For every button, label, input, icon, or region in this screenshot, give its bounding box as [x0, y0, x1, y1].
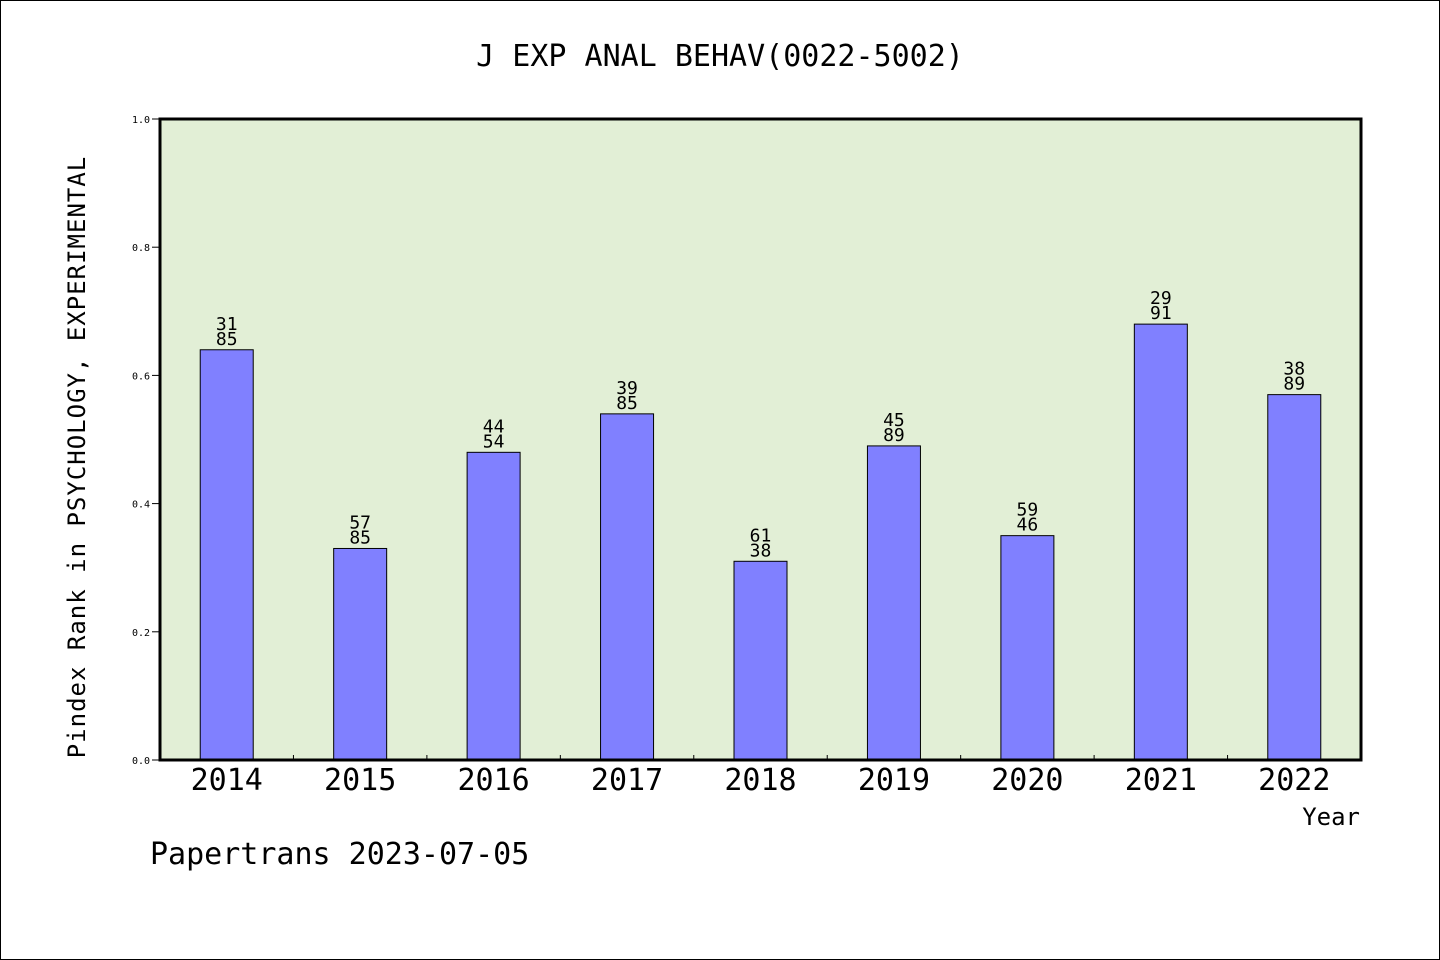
bar-label-top: 61: [750, 525, 772, 546]
bar-2019: [866, 445, 921, 761]
y-tick-label: 0.2: [132, 628, 150, 639]
x-tick-label: 2019: [858, 763, 930, 798]
bar-label-bottom: 54: [483, 431, 505, 452]
bar-label-top: 57: [349, 512, 371, 533]
bar-label-top: 44: [483, 416, 505, 437]
bar-label-top: 31: [216, 314, 238, 335]
x-tick-label: 2022: [1258, 763, 1330, 798]
bar-label-top: 59: [1017, 500, 1039, 521]
bar-2021: [1133, 323, 1188, 761]
bar-label-top: 38: [1283, 359, 1305, 380]
y-tick-label: 0.0: [132, 756, 150, 767]
bar-label-bottom: 91: [1150, 303, 1172, 324]
bar-label-bottom: 38: [750, 540, 772, 561]
bar-label-bottom: 89: [883, 425, 905, 446]
y-axis-ticks: 0.0 0.2 0.4 0.6 0.8 1.0: [132, 115, 160, 767]
bar-label-top: 39: [616, 378, 638, 399]
bar-label-bottom: 85: [349, 527, 371, 548]
bar-2020: [1000, 535, 1055, 761]
bar-label-top: 29: [1150, 288, 1172, 309]
bar-2016: [466, 451, 521, 761]
bar-2015: [333, 547, 388, 761]
x-axis-label: Year: [1302, 803, 1360, 831]
bar-label-bottom: 85: [616, 393, 638, 414]
x-tick-label: 2015: [324, 763, 396, 798]
chart-title: J EXP ANAL BEHAV(0022-5002): [476, 39, 964, 74]
x-axis-ticks: 2014 2015 2016 2017 2018 2019 2020 2021 2022: [191, 755, 1330, 798]
x-tick-label: 2017: [591, 763, 663, 798]
bar-label-bottom: 89: [1283, 374, 1305, 395]
bar-label-top: 45: [883, 410, 905, 431]
x-tick-label: 2018: [724, 763, 796, 798]
y-axis-label: Pindex Rank in PSYCHOLOGY, EXPERIMENTAL: [63, 156, 91, 759]
x-tick-label: 2014: [191, 763, 263, 798]
bar-2022: [1267, 394, 1322, 761]
bar-2017: [600, 413, 655, 761]
bars-group: [199, 323, 1322, 761]
x-tick-label: 2020: [991, 763, 1063, 798]
plot-border: [158, 117, 1363, 762]
y-tick-label: 0.8: [132, 243, 150, 254]
x-tick-label: 2016: [457, 763, 529, 798]
bar-2014: [199, 349, 254, 761]
bar-label-bottom: 46: [1017, 515, 1039, 536]
footer-text: Papertrans 2023-07-05: [150, 837, 529, 872]
y-tick-label: 1.0: [132, 115, 150, 126]
y-tick-label: 0.4: [132, 500, 150, 511]
bar-2018: [733, 560, 788, 761]
y-tick-label: 0.6: [132, 371, 150, 382]
bar-label-bottom: 85: [216, 329, 238, 350]
x-tick-label: 2021: [1125, 763, 1197, 798]
